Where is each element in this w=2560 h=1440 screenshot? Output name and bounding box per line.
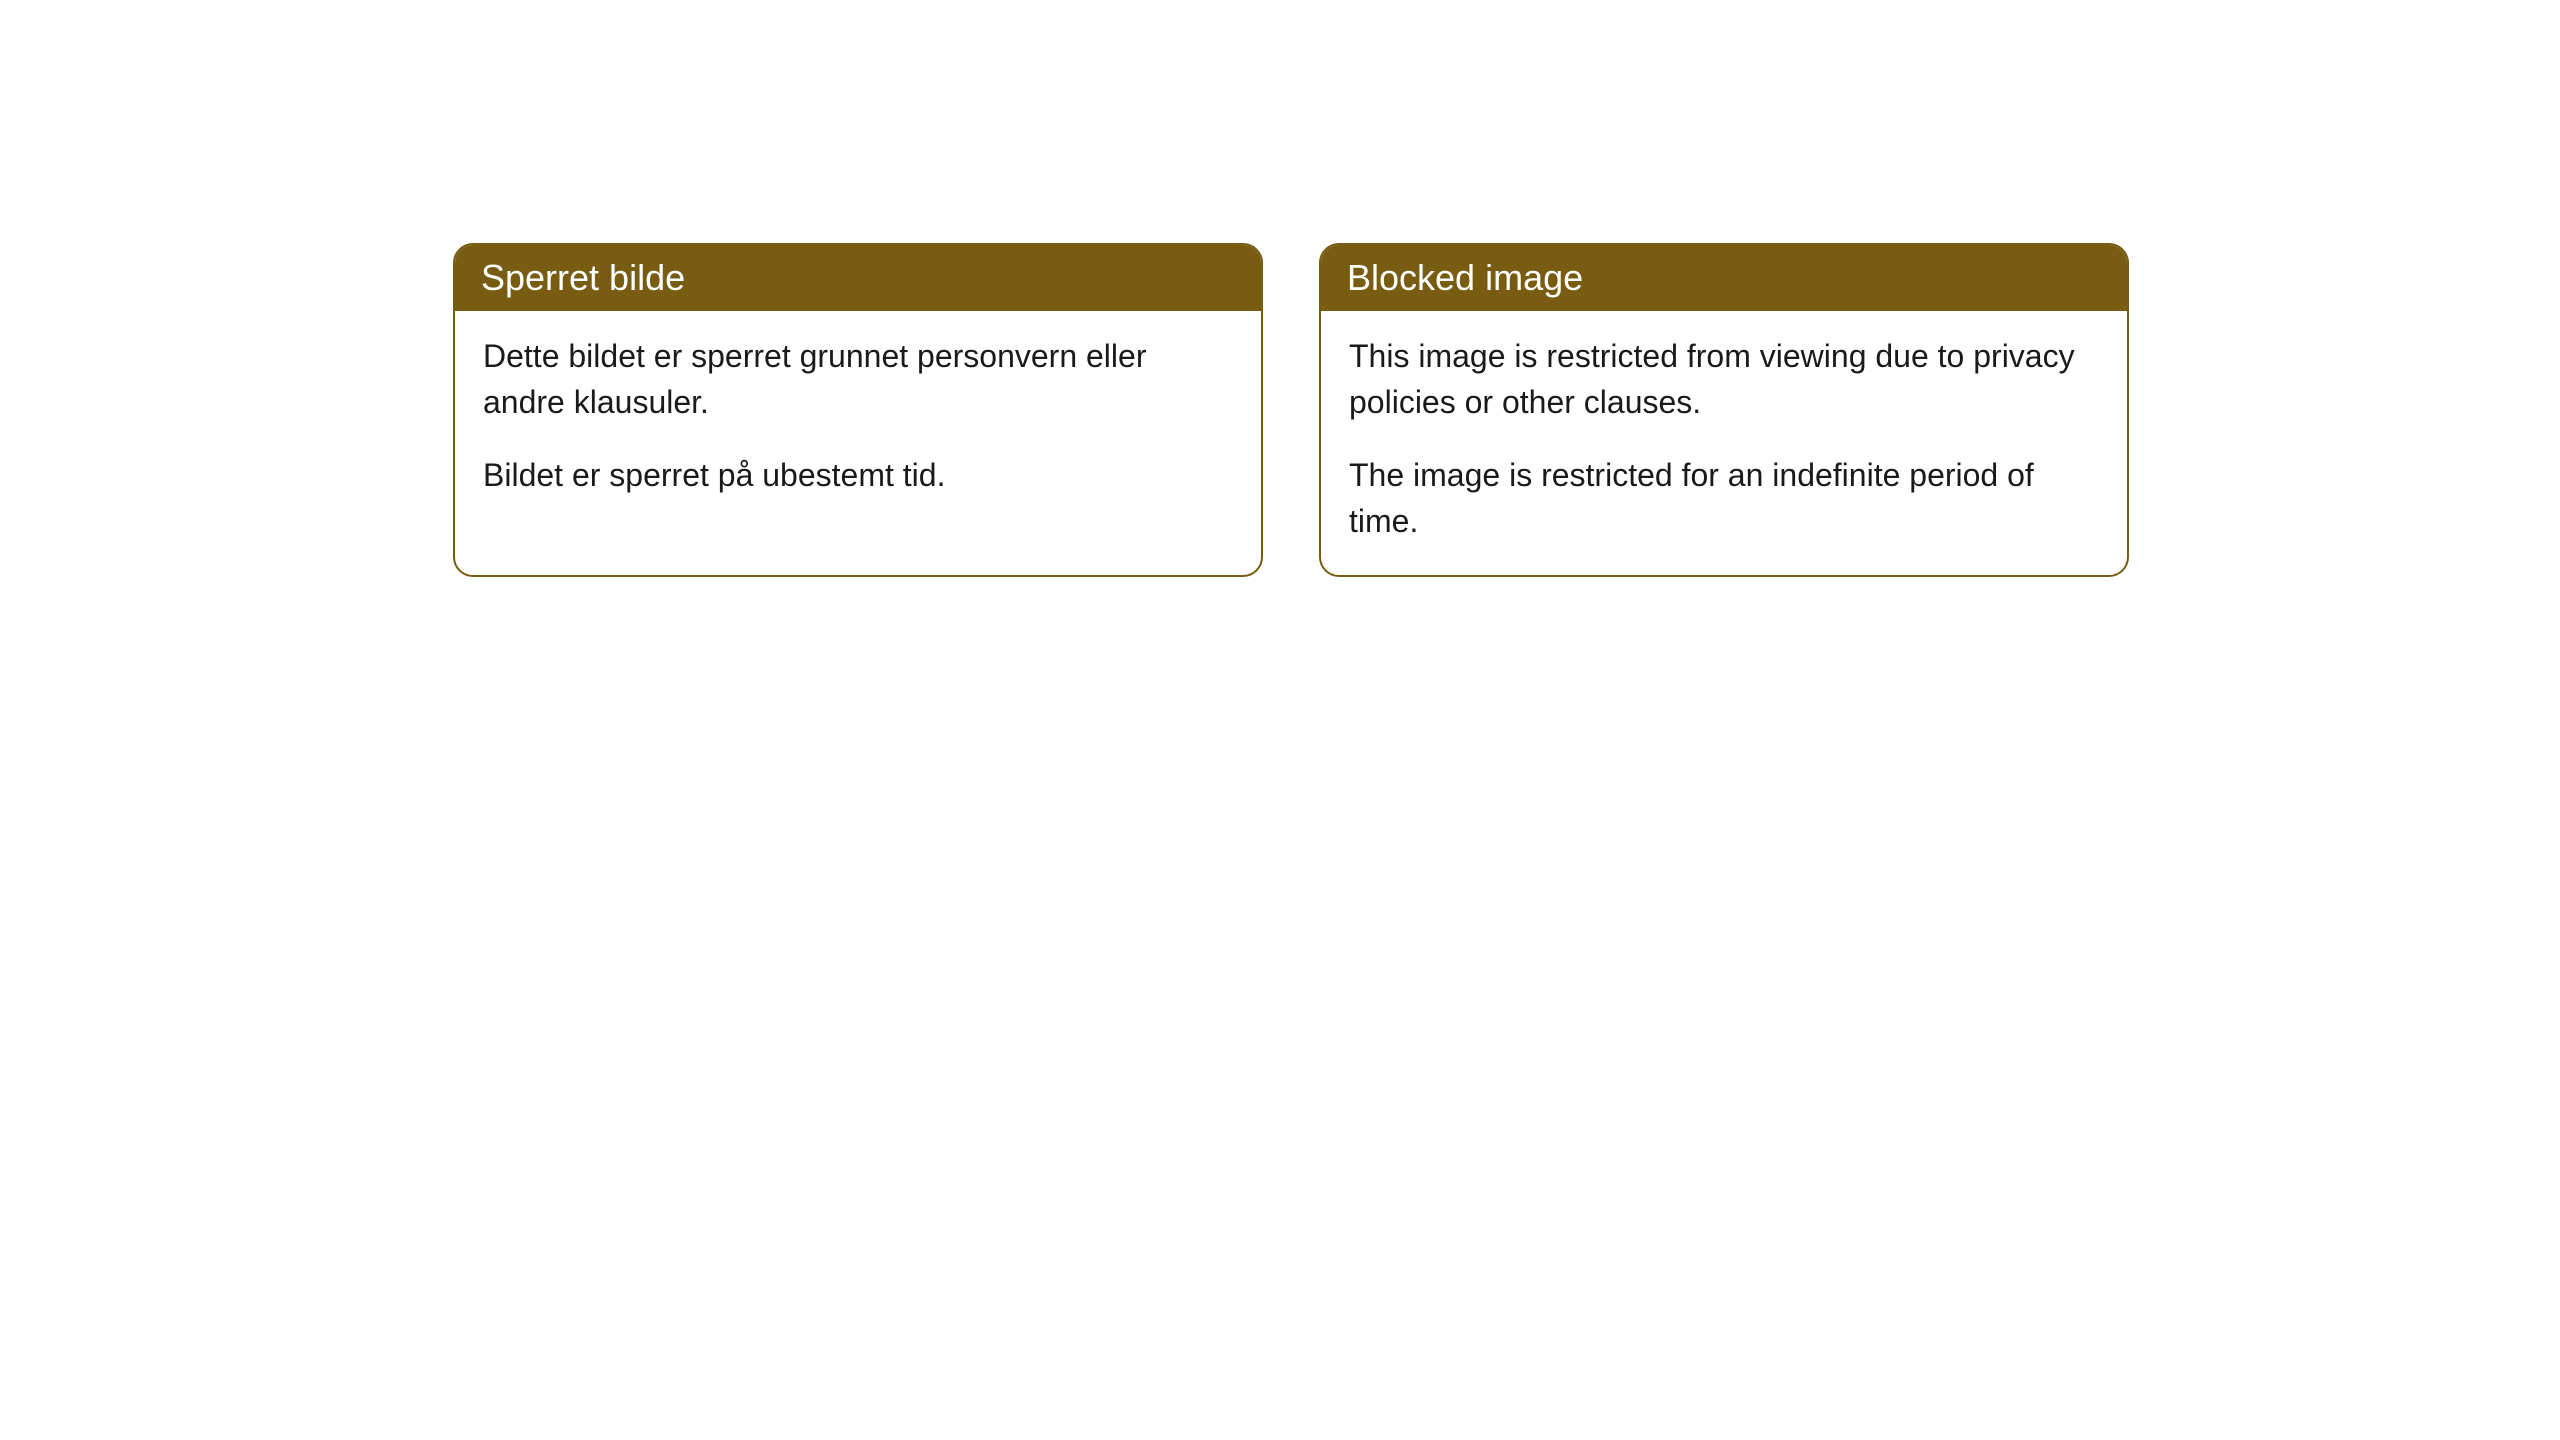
- card-body: Dette bildet er sperret grunnet personve…: [455, 311, 1261, 528]
- card-header: Blocked image: [1321, 245, 2127, 311]
- card-header: Sperret bilde: [455, 245, 1261, 311]
- notice-cards-container: Sperret bilde Dette bildet er sperret gr…: [453, 243, 2129, 577]
- card-paragraph-2: The image is restricted for an indefinit…: [1349, 452, 2099, 545]
- notice-card-english: Blocked image This image is restricted f…: [1319, 243, 2129, 577]
- card-paragraph-1: This image is restricted from viewing du…: [1349, 333, 2099, 426]
- card-paragraph-2: Bildet er sperret på ubestemt tid.: [483, 452, 1233, 498]
- card-paragraph-1: Dette bildet er sperret grunnet personve…: [483, 333, 1233, 426]
- card-body: This image is restricted from viewing du…: [1321, 311, 2127, 575]
- notice-card-norwegian: Sperret bilde Dette bildet er sperret gr…: [453, 243, 1263, 577]
- card-title: Blocked image: [1347, 257, 1583, 298]
- card-title: Sperret bilde: [481, 257, 685, 298]
